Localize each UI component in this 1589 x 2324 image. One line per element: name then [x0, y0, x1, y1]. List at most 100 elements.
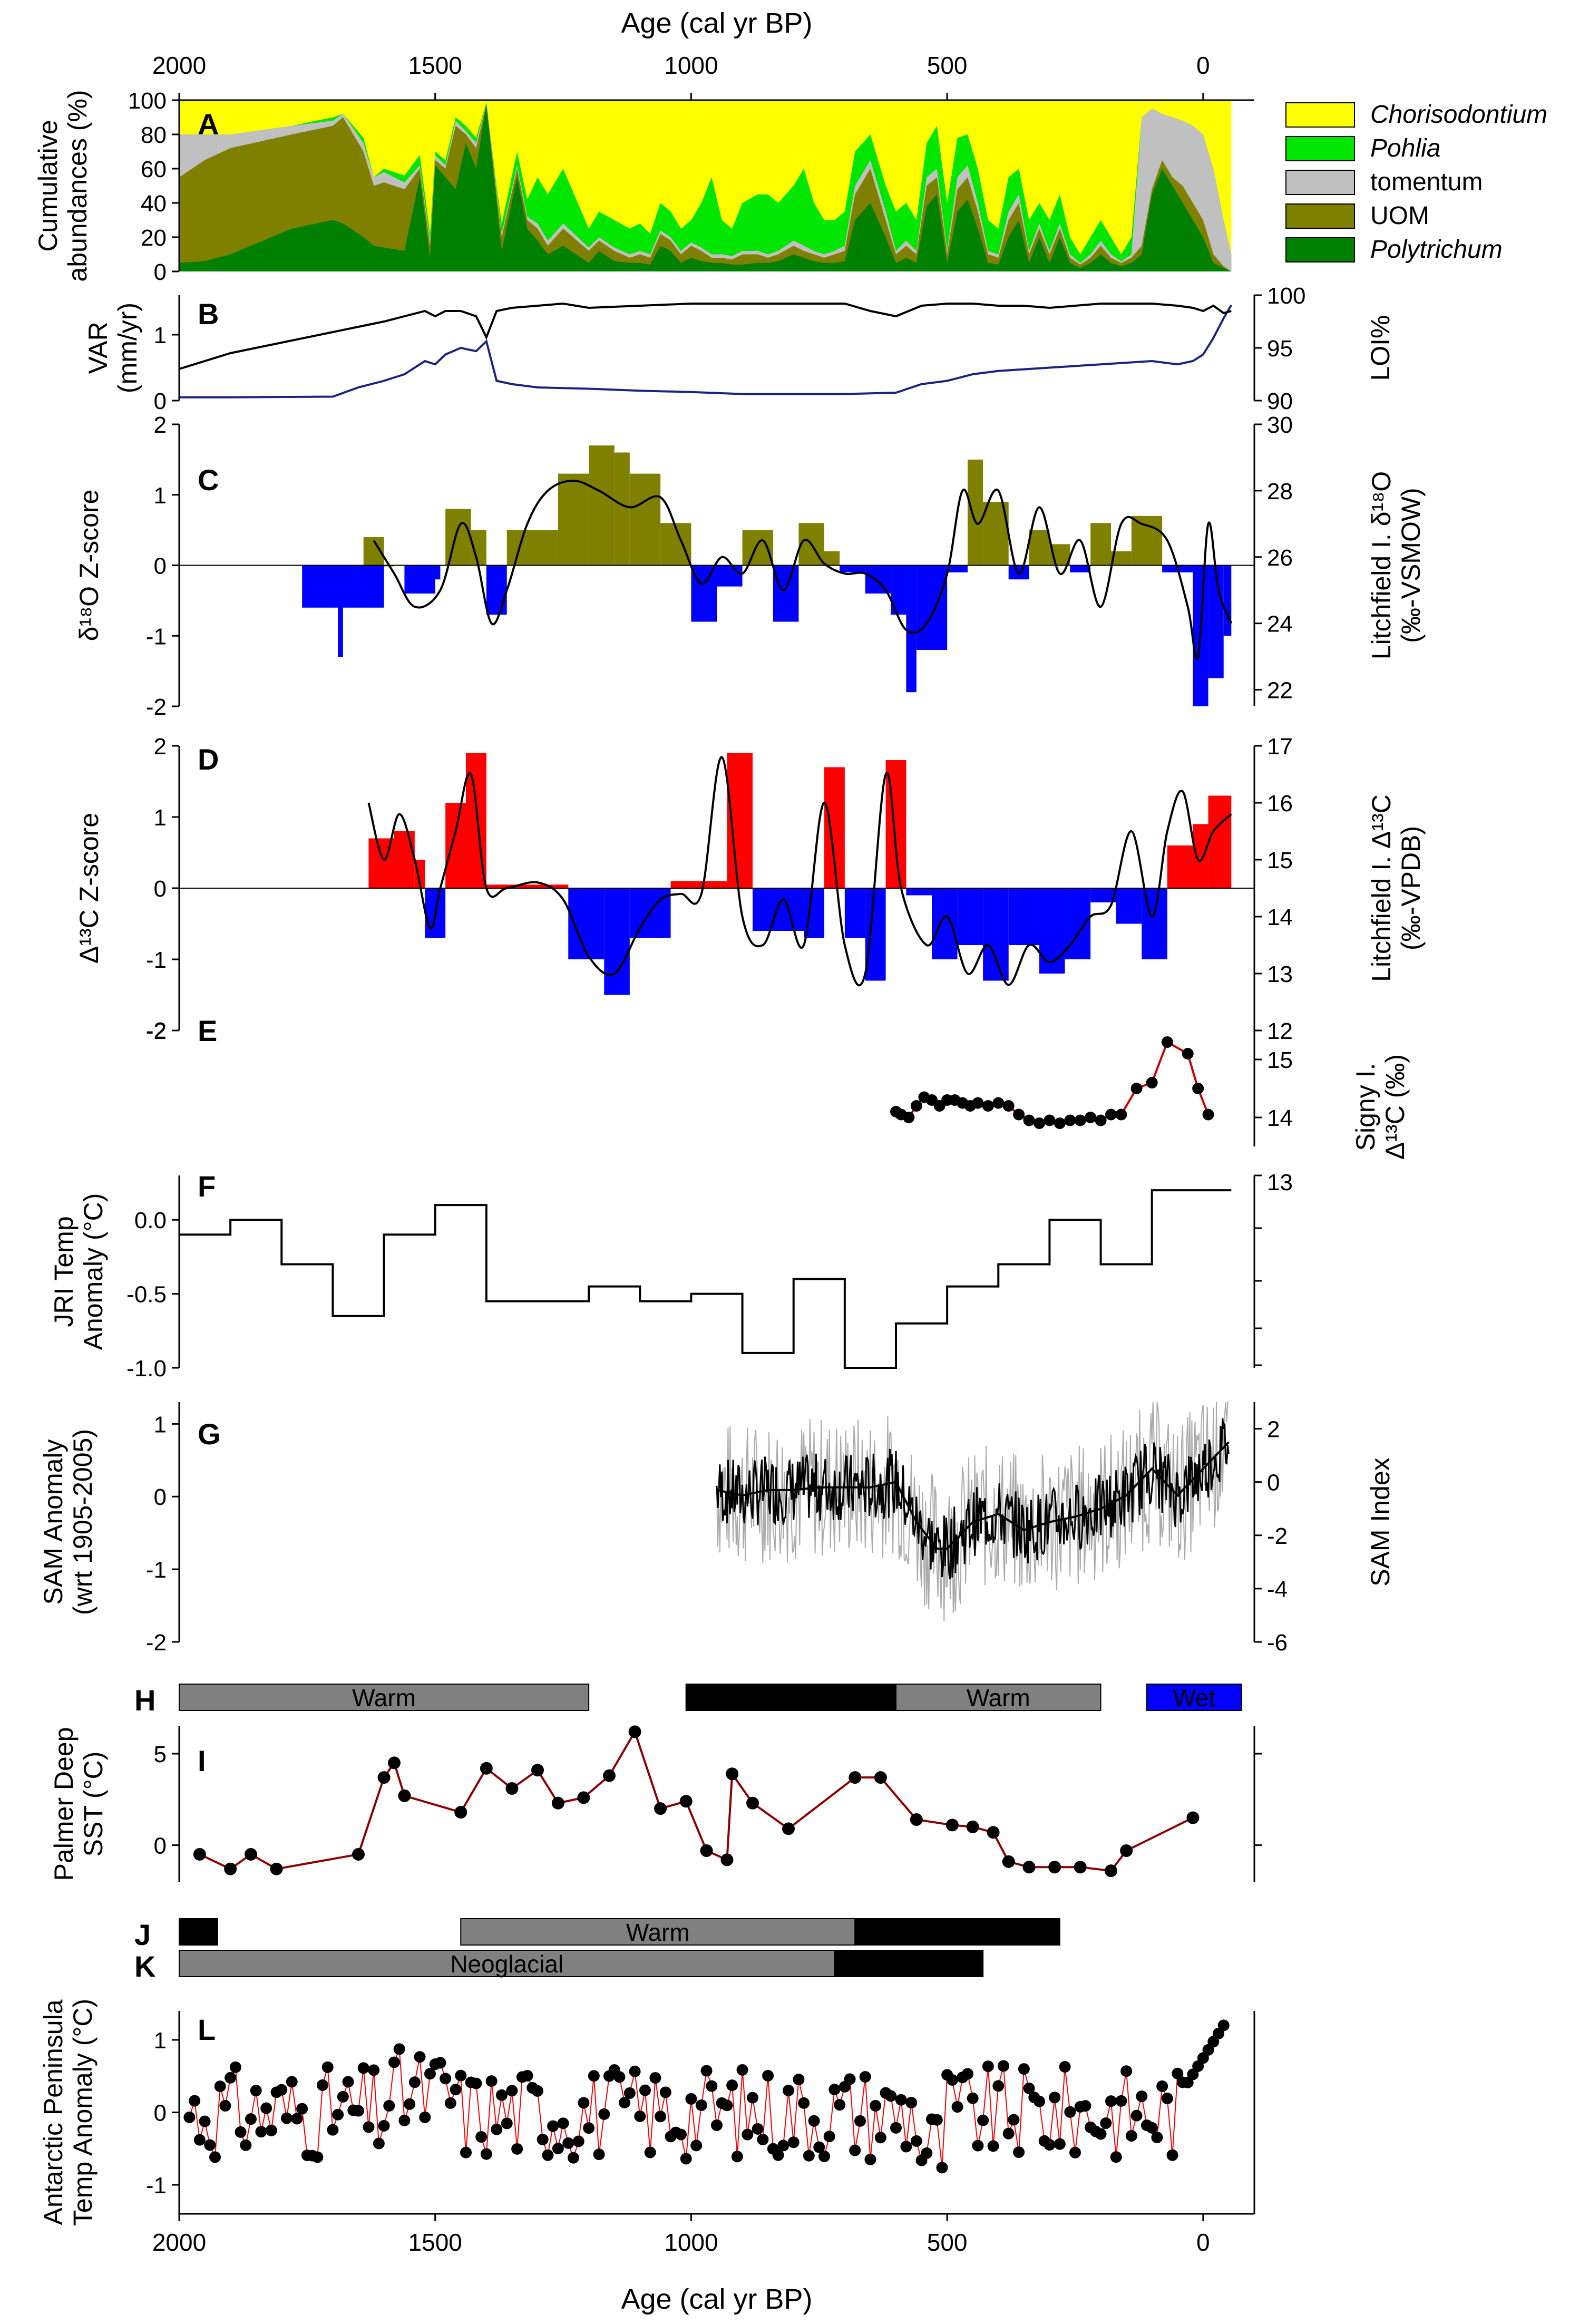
panel-D-y2label-title-line: Litchfield I. Δ¹³C — [1367, 794, 1396, 982]
top-axis-tick-label: 500 — [927, 52, 968, 79]
bar — [916, 565, 948, 650]
bar — [957, 888, 983, 945]
bar — [614, 452, 630, 566]
bar — [670, 881, 697, 888]
panel-C-y2label-title: Litchfield I. δ¹⁸O (‰-VSMOW) — [1367, 471, 1426, 659]
data-point — [419, 2111, 431, 2123]
data-point — [1013, 1108, 1025, 1121]
data-point — [787, 2136, 800, 2148]
data-point — [578, 2097, 590, 2109]
series-var — [179, 304, 1233, 398]
panel-F-ylabel-title-line: Anomaly (°C) — [79, 1193, 108, 1350]
data-point — [885, 2090, 897, 2102]
data-point — [695, 2099, 707, 2111]
panel-E-right-tick-label: 14 — [1267, 1105, 1293, 1131]
panel-A-ytick-label: 100 — [128, 88, 167, 114]
data-point — [849, 1771, 862, 1784]
data-point — [1002, 1100, 1015, 1112]
panel-L-left-tick-label: 1 — [154, 2028, 167, 2054]
data-point — [1064, 1114, 1076, 1126]
data-point — [1105, 2095, 1117, 2107]
data-point — [189, 2095, 201, 2107]
data-point — [1186, 1811, 1200, 1824]
data-point — [475, 2131, 488, 2143]
panel-I-left-tick-label: 0 — [154, 1833, 167, 1859]
data-point — [454, 1806, 467, 1819]
panel-D-left-tick-label: 2 — [154, 734, 167, 760]
data-point — [450, 2084, 462, 2096]
data-point — [388, 1756, 401, 1769]
data-point — [1172, 2067, 1184, 2079]
bar — [604, 888, 630, 995]
panel-L: -1 0 1 2000 1500 1000 500 0 Age (cal yr BP) Antar… — [38, 1999, 1255, 2315]
data-point — [501, 2117, 513, 2129]
bar — [506, 530, 558, 566]
timeline-label: Cold — [884, 1950, 934, 1978]
data-point — [1095, 1114, 1107, 1126]
bar — [773, 565, 799, 622]
panel-B-right-tick-label: 95 — [1267, 336, 1293, 362]
data-point — [373, 2137, 385, 2150]
data-point — [1161, 2093, 1173, 2105]
data-point — [383, 2099, 395, 2112]
panel-C-left-tick-label: -1 — [146, 624, 167, 649]
panel-D-right-tick-label: 14 — [1267, 905, 1293, 930]
data-point — [1054, 1117, 1066, 1129]
data-point — [679, 1795, 693, 1808]
data-point — [700, 2065, 713, 2077]
panel-C-ylabel-title-line: δ¹⁸O Z-score — [74, 490, 104, 641]
bar — [394, 831, 415, 888]
panel-D-left-tick-label: -2 — [146, 1018, 167, 1044]
data-point — [910, 1100, 922, 1112]
legend-label: Pohlia — [1370, 134, 1440, 162]
data-point — [214, 2080, 226, 2093]
panel-D-smooth-line — [367, 756, 1232, 987]
bar — [865, 565, 891, 594]
panel-H: Warm Cold Warm Wet — [179, 1684, 1242, 1712]
data-point — [890, 2122, 902, 2134]
panel-G-y2label-title: SAM Index — [1366, 1457, 1395, 1587]
panel-B: 0 1 90 95 100 VAR (mm/yr) LOI% — [83, 283, 1395, 414]
panel-letter-E: E — [198, 1014, 217, 1047]
data-point — [1044, 1114, 1056, 1126]
data-point — [726, 2079, 738, 2092]
data-point — [1120, 2065, 1133, 2077]
data-point — [470, 2077, 482, 2089]
data-point — [793, 2074, 805, 2086]
bar — [932, 888, 958, 959]
panel-L-left-tick-label: 0 — [154, 2101, 167, 2126]
data-point — [378, 2119, 390, 2132]
legend-label: UOM — [1370, 202, 1429, 230]
data-point — [731, 2151, 743, 2163]
panel-letter-B: B — [198, 297, 219, 330]
panel-D-right-tick-label: 13 — [1267, 961, 1293, 987]
top-axis-tick-label: 1000 — [664, 52, 718, 79]
panel-C-left-tick-label: 1 — [154, 483, 167, 509]
bar — [1167, 845, 1193, 888]
data-point — [1002, 1855, 1015, 1868]
data-point — [936, 2162, 948, 2174]
data-point — [864, 2153, 876, 2165]
panel-G-ylabel-title-line: SAM Anomaly — [38, 1439, 68, 1605]
data-point — [229, 2061, 241, 2073]
data-point — [828, 2084, 841, 2096]
panel-B-y2label-title: LOI% — [1366, 315, 1395, 381]
data-point — [398, 2114, 411, 2126]
data-point — [317, 2079, 328, 2091]
data-point — [998, 2060, 1009, 2072]
data-point — [353, 2105, 364, 2117]
data-point — [1023, 2082, 1035, 2094]
data-point — [1018, 2063, 1030, 2075]
data-point — [440, 2073, 452, 2085]
panel-E-line — [895, 1041, 1210, 1125]
data-point — [480, 1762, 493, 1775]
data-point — [1059, 2061, 1071, 2073]
data-point — [951, 2101, 963, 2113]
data-point — [377, 1771, 391, 1784]
bar — [425, 565, 441, 580]
data-point — [455, 2069, 467, 2082]
panel-C-left-tick-label: 0 — [154, 553, 167, 579]
panel-F-left-tick-label: -1.0 — [126, 1356, 167, 1382]
